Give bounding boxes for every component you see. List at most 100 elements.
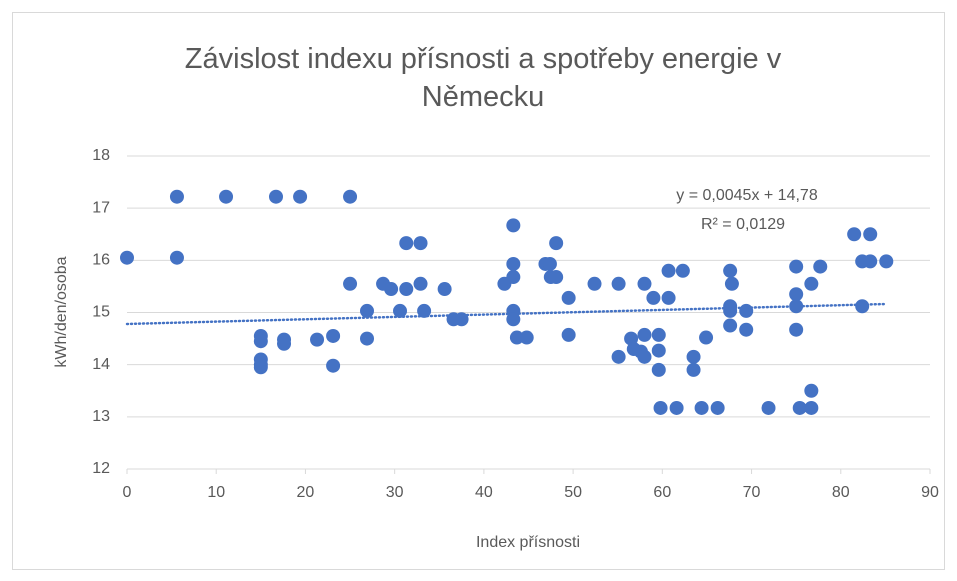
point [723, 318, 738, 333]
y-tick-label: 12 [92, 460, 110, 477]
point [637, 276, 652, 291]
trendline-equation: y = 0,0045x + 14,78 [676, 187, 818, 204]
point [506, 256, 521, 271]
point [169, 250, 184, 265]
point [651, 362, 666, 377]
point [863, 227, 878, 242]
point [561, 327, 576, 342]
point [651, 327, 666, 342]
point [863, 254, 878, 269]
x-tick-label: 40 [475, 484, 493, 501]
point [804, 276, 819, 291]
point [253, 360, 268, 375]
point [277, 336, 292, 351]
x-tick-label: 20 [297, 484, 315, 501]
point [879, 254, 894, 269]
point [653, 400, 668, 415]
point [310, 332, 325, 347]
point [661, 263, 676, 278]
x-axis-label: Index přísnosti [476, 534, 580, 551]
point [519, 330, 534, 345]
point [739, 322, 754, 337]
x-tick-label: 0 [123, 484, 132, 501]
point [120, 250, 134, 265]
point [549, 270, 564, 285]
point [804, 383, 819, 398]
point [506, 312, 521, 327]
x-tick-label: 10 [207, 484, 225, 501]
point [343, 189, 358, 204]
x-tick-label: 30 [386, 484, 404, 501]
point [509, 330, 524, 345]
point [506, 218, 521, 233]
y-tick-label: 15 [92, 304, 110, 321]
point [437, 282, 452, 297]
x-tick-label: 60 [653, 484, 671, 501]
y-tick-label: 17 [92, 199, 110, 216]
y-tick-label: 14 [92, 356, 110, 373]
point [413, 276, 428, 291]
trendline-r2: R² = 0,0129 [701, 216, 785, 233]
point [506, 270, 521, 285]
point [723, 263, 738, 278]
point [393, 303, 408, 318]
point [384, 282, 399, 297]
point [761, 400, 776, 415]
point [360, 331, 375, 346]
x-tick-label: 80 [832, 484, 850, 501]
point [219, 189, 234, 204]
point [789, 287, 804, 302]
point [724, 276, 739, 291]
point [343, 276, 358, 291]
point [804, 400, 819, 415]
point [637, 349, 652, 364]
point [686, 349, 701, 364]
y-axis-label: kWh/den/osoba [53, 256, 70, 367]
point [293, 189, 308, 204]
point [699, 330, 714, 345]
point [792, 400, 807, 415]
point [413, 236, 428, 251]
chart-title: Závislost indexu přísnosti a spotřeby en… [184, 43, 782, 113]
point [813, 259, 828, 274]
point [637, 327, 652, 342]
point [789, 322, 804, 337]
trendline [125, 302, 888, 326]
chart-border [12, 12, 945, 570]
y-tick-label: 16 [92, 252, 110, 269]
point [417, 303, 432, 318]
point [847, 227, 862, 242]
point [399, 236, 414, 251]
y-tick-label: 18 [92, 147, 110, 164]
point [723, 303, 738, 318]
x-tick-label: 50 [564, 484, 582, 501]
point [253, 334, 268, 349]
point [611, 349, 626, 364]
point [694, 400, 709, 415]
point [686, 362, 701, 377]
point [269, 189, 284, 204]
x-tick-label: 70 [743, 484, 761, 501]
point [587, 276, 602, 291]
point [789, 259, 804, 274]
point [661, 290, 676, 305]
y-tick-label: 13 [92, 408, 110, 425]
point [169, 189, 184, 204]
point [542, 256, 557, 271]
x-tick-label: 90 [921, 484, 939, 501]
point [651, 343, 666, 358]
point [739, 303, 754, 318]
point [710, 400, 725, 415]
point [646, 290, 661, 305]
point [561, 290, 576, 305]
point [360, 303, 375, 318]
point [669, 400, 684, 415]
point [675, 263, 690, 278]
point [611, 276, 626, 291]
point [855, 299, 870, 314]
point [549, 236, 564, 251]
point [326, 358, 341, 373]
point [326, 328, 341, 343]
